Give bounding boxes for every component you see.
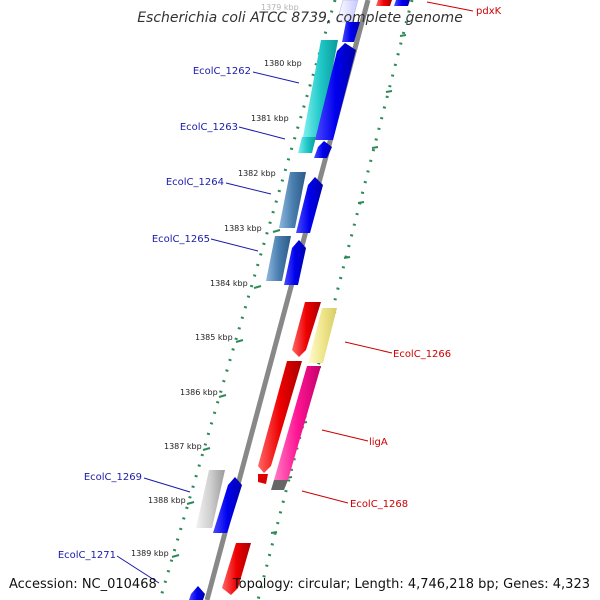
left-gene-labels: EcolC_1262 EcolC_1263 EcolC_1264 EcolC_1… [58,66,251,561]
inner-tick-track [256,0,414,600]
gray-feature-1268 [271,480,288,490]
blue-arrow-top [342,22,360,42]
gene-label[interactable]: EcolC_1271 [58,550,116,561]
steel-feature-1264 [279,172,306,228]
gene-label[interactable]: EcolC_1264 [166,177,224,188]
red-arrow-lower [222,543,251,595]
kbp-label: 1382 kbp [238,169,276,178]
blue-arrow-1265 [284,240,306,285]
red-arrow-pdxK [376,0,392,6]
gene-features [189,0,410,600]
genome-title: Escherichia coli ATCC 8739, complete gen… [137,10,463,26]
kbp-label: 1388 kbp [148,496,186,505]
blue-arrow-1263 [314,141,332,158]
kbp-label: 1383 kbp [224,224,262,233]
cyan-feature-1262 [303,40,338,137]
yellow-feature-1266 [308,308,337,363]
cyan-feature-1263 [298,137,316,153]
red-arrow-ligA [258,361,302,473]
blue-arrow-1269 [213,477,242,533]
kbp-label: 1386 kbp [180,388,218,397]
gene-label[interactable]: ligA [369,437,388,448]
blue-arrow-pdxK [394,0,410,6]
outer-tick-track [158,0,337,600]
gene-label[interactable]: EcolC_1265 [152,234,210,245]
kbp-label: 1387 kbp [164,442,202,451]
kbp-label: 1389 kbp [131,549,169,558]
kbp-axis-labels: 1379 kbp 1380 kbp 1381 kbp 1382 kbp 1383… [131,3,302,558]
kbp-label: 1385 kbp [195,333,233,342]
kbp-label: 1379 kbp [261,3,299,12]
blue-arrow-1262 [315,43,356,140]
red-arrowhead-ligA [258,474,268,484]
kbp-label: 1381 kbp [251,114,289,123]
right-leader-lines [301,1,474,504]
blue-arrow-1271 [189,586,205,600]
kbp-label: 1380 kbp [264,59,302,68]
steel-feature-1265 [266,236,291,281]
gene-label[interactable]: EcolC_1269 [84,472,142,483]
kbp-label: 1384 kbp [210,279,248,288]
blue-arrow-1264 [296,177,323,233]
gene-label[interactable]: EcolC_1262 [193,66,251,77]
gray-feature-1269 [196,470,225,528]
genome-summary-text: Topology: circular; Length: 4,746,218 bp… [232,577,590,592]
gene-label[interactable]: EcolC_1263 [180,122,238,133]
accession-text: Accession: NC_010468 [9,577,157,592]
gene-label[interactable]: EcolC_1268 [350,499,408,510]
red-arrow-1266 [292,302,321,357]
right-gene-labels: pdxK EcolC_1266 ligA EcolC_1268 [350,6,502,510]
gene-label[interactable]: pdxK [476,6,502,17]
left-leader-lines [116,71,300,584]
pink-feature-ligA [274,366,321,480]
gene-label[interactable]: EcolC_1266 [393,349,451,360]
